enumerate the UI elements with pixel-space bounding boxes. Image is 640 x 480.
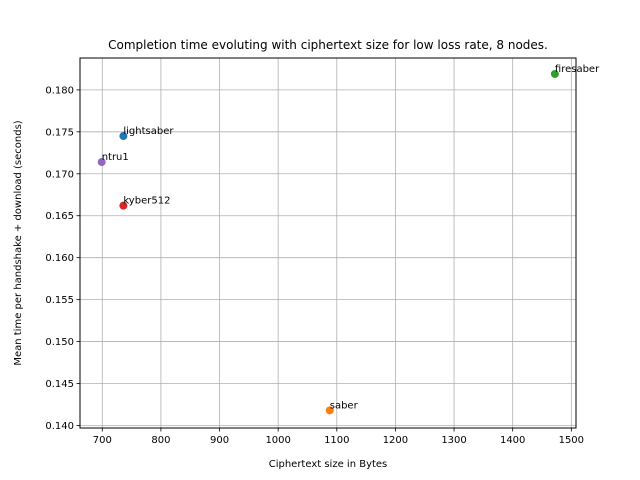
y-tick-label: 0.175 <box>45 127 74 138</box>
y-tick-label: 0.160 <box>45 253 74 264</box>
y-tick-label: 0.155 <box>45 295 74 306</box>
x-tick-label: 700 <box>93 435 112 446</box>
point-label: saber <box>330 400 359 411</box>
x-tick-label: 1500 <box>559 435 584 446</box>
y-tick-label: 0.165 <box>45 211 74 222</box>
scatter-point <box>97 158 106 167</box>
scatter-point <box>550 69 559 78</box>
y-axis-ticks: 0.140 0.145 0.150 0.155 0.160 0.165 0.170 0.175… <box>45 85 80 432</box>
y-tick-label: 0.145 <box>45 379 74 390</box>
plot-frame <box>79 57 577 429</box>
y-tick-label: 0.140 <box>45 421 74 432</box>
point-label: kyber512 <box>123 196 170 207</box>
y-tick-label: 0.180 <box>45 85 74 96</box>
point-label: ntru1 <box>102 152 129 163</box>
y-tick-label: 0.170 <box>45 169 74 180</box>
grid-lines <box>80 58 576 428</box>
x-tick-label: 1300 <box>441 435 466 446</box>
scatter-point <box>325 406 334 415</box>
x-tick-label: 800 <box>151 435 170 446</box>
point-label: firesaber <box>555 64 600 75</box>
scatter-point <box>119 132 128 141</box>
chart-title: Completion time evoluting with ciphertex… <box>108 38 548 52</box>
x-tick-label: 900 <box>210 435 229 446</box>
x-axis-ticks: 700 800 900 1000 1100 1200 1300 1400 1500 <box>93 428 584 446</box>
point-label: lightsaber <box>123 126 174 137</box>
x-axis-label: Ciphertext size in Bytes <box>269 459 388 470</box>
y-axis-label: Mean time per handshake + download (seco… <box>13 120 24 365</box>
x-tick-label: 1000 <box>265 435 290 446</box>
scatter-point <box>119 201 128 210</box>
y-tick-label: 0.150 <box>45 337 74 348</box>
x-tick-label: 1400 <box>500 435 525 446</box>
x-tick-label: 1200 <box>383 435 408 446</box>
data-points: lightsaber saber firesaber kyber512 ntru1 <box>97 64 600 415</box>
x-tick-label: 1100 <box>324 435 349 446</box>
